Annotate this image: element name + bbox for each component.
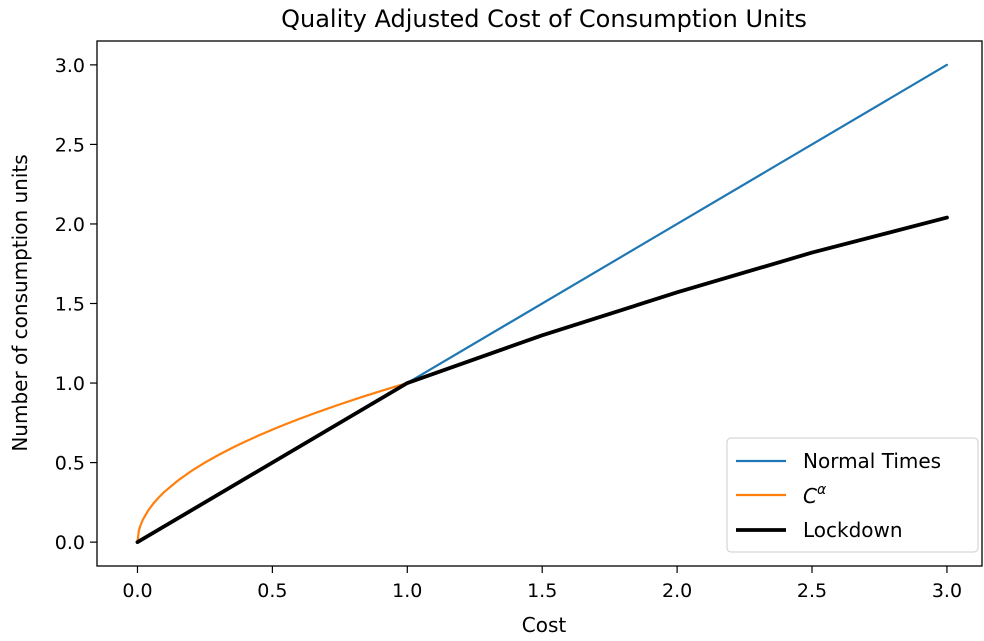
plot-series (135, 63, 949, 545)
y-tick-label: 2.5 (55, 134, 85, 156)
y-tick-label: 1.5 (55, 294, 85, 316)
x-tick-label: 3.0 (932, 580, 962, 602)
x-axis-label: Cost (522, 613, 567, 637)
x-axis-ticks: 0.0 0.5 1.0 1.5 2.0 2.5 3.0 (122, 566, 962, 602)
legend-label-normal-times: Normal Times (803, 449, 941, 473)
y-tick-label: 0.5 (55, 453, 85, 475)
chart-title: Quality Adjusted Cost of Consumption Uni… (281, 5, 807, 33)
legend: Normal Times Cα Lockdown (726, 437, 979, 553)
legend-label-c-alpha-exponent: α (817, 482, 827, 498)
x-tick-label: 0.5 (257, 580, 287, 602)
x-tick-label: 1.5 (527, 580, 557, 602)
y-tick-label: 0.0 (55, 532, 85, 554)
y-tick-label: 2.0 (55, 214, 85, 236)
y-axis-ticks: 0.0 0.5 1.0 1.5 2.0 2.5 3.0 (55, 55, 97, 554)
series-line-c (136, 381, 409, 544)
x-tick-label: 2.0 (662, 580, 692, 602)
y-tick-label: 3.0 (55, 55, 85, 77)
legend-label-c-alpha-base: C (803, 484, 817, 508)
x-tick-label: 0.0 (122, 580, 152, 602)
series-line-lockdown (135, 215, 949, 545)
legend-label-lockdown: Lockdown (803, 518, 903, 542)
y-tick-label: 1.0 (55, 373, 85, 395)
x-tick-label: 1.0 (392, 580, 422, 602)
legend-box (726, 437, 979, 553)
y-axis-label: Number of consumption units (8, 154, 32, 451)
x-tick-label: 2.5 (797, 580, 827, 602)
legend-label-c-alpha: Cα (803, 482, 827, 508)
